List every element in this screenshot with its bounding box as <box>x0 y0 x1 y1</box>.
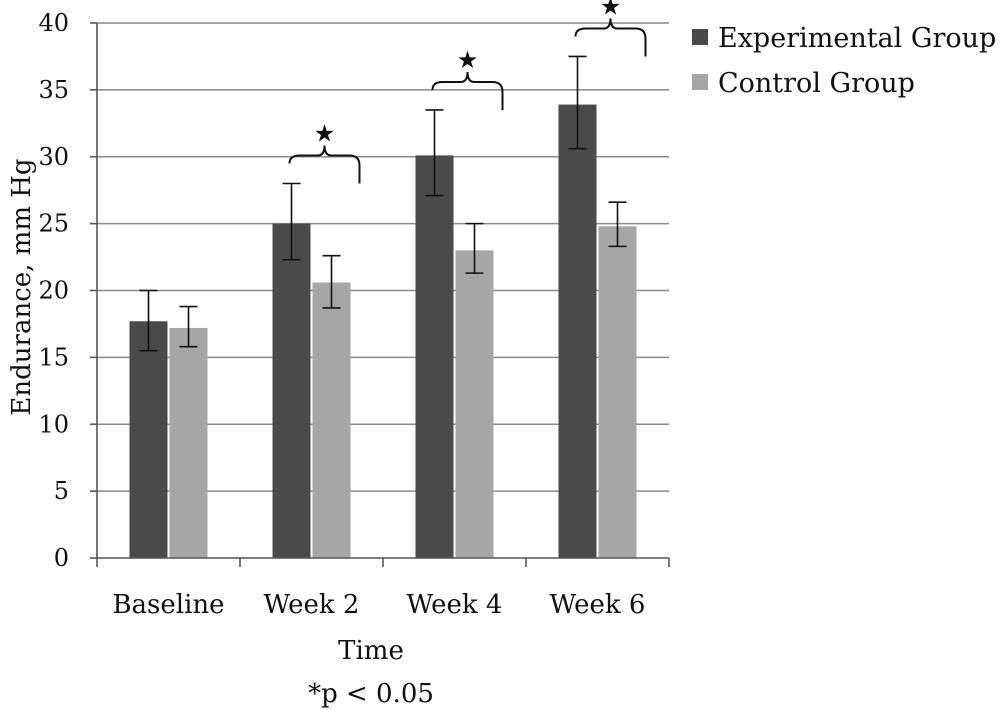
bar <box>558 104 597 559</box>
legend-swatch <box>692 74 708 90</box>
significance-brace <box>574 18 647 57</box>
bar <box>598 226 637 559</box>
bar <box>415 155 454 558</box>
x-category-label: Week 4 <box>407 590 503 620</box>
significance-note: *p < 0.05 <box>308 679 434 709</box>
y-tick-label: 10 <box>38 410 69 438</box>
y-tick-label: 35 <box>38 76 69 104</box>
y-tick-label: 20 <box>38 277 69 305</box>
axes <box>96 23 670 567</box>
significance-star: ★ <box>457 46 479 74</box>
y-tick-label: 25 <box>38 210 69 238</box>
significance-brace <box>288 145 361 184</box>
significance-star: ★ <box>600 0 622 20</box>
x-axis-title: Time <box>338 636 404 666</box>
error-bars <box>139 55 627 352</box>
y-tick-label: 15 <box>38 343 69 371</box>
legend-label: Control Group <box>718 68 915 99</box>
bar <box>169 327 208 558</box>
significance-brace <box>431 71 504 110</box>
bar <box>129 321 168 558</box>
bar <box>272 223 311 558</box>
y-tick-label: 5 <box>54 477 69 505</box>
y-tick-labels: 0 5 10 15 20 25 30 35 40 <box>38 9 69 572</box>
legend-label: Experimental Group <box>718 23 996 54</box>
significance-markers: ★ ★ ★ <box>288 0 647 184</box>
x-category-label: Week 6 <box>550 590 646 620</box>
bar <box>312 282 351 558</box>
x-category-labels: Baseline Week 2 Week 4 Week 6 <box>112 590 645 620</box>
legend-swatch <box>692 29 708 45</box>
significance-star: ★ <box>314 120 336 148</box>
legend: Experimental Group Control Group <box>692 23 996 99</box>
y-tick-label: 30 <box>38 143 69 171</box>
y-tick-label: 0 <box>54 544 69 572</box>
bar <box>455 250 494 558</box>
y-axis-title: Endurance, mm Hg <box>7 158 37 415</box>
x-category-label: Week 2 <box>264 590 360 620</box>
bars <box>129 104 637 559</box>
y-tick-label: 40 <box>38 9 69 37</box>
x-category-label: Baseline <box>112 590 224 620</box>
